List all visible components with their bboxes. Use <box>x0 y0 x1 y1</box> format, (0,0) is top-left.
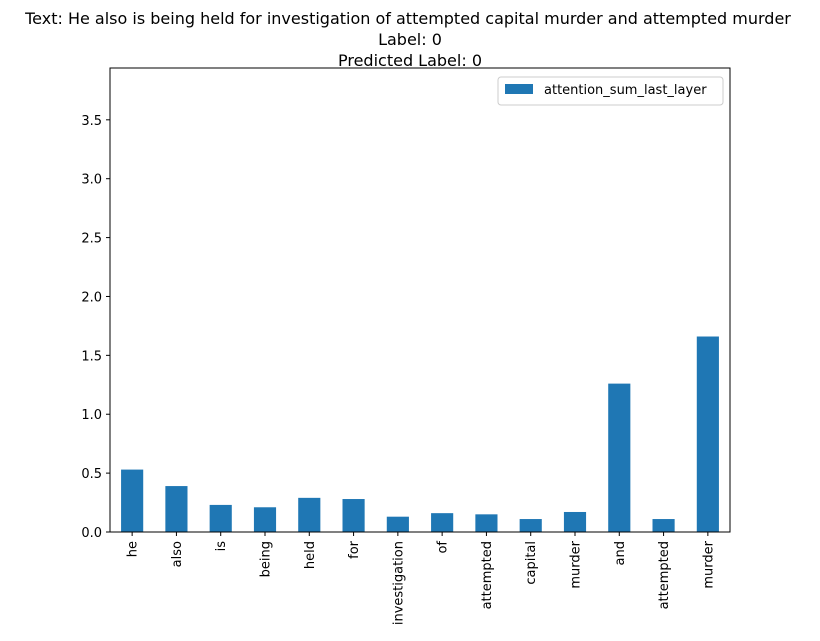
x-axis: he also is being held for investigation of attem… <box>126 532 716 625</box>
bar-murder <box>563 511 587 532</box>
x-tick-label-investigation: investigation <box>391 541 406 625</box>
y-tick-label: 0.5 <box>81 467 102 482</box>
predicted-label-text-line: Predicted Label: 0 <box>338 51 482 70</box>
plot-frame <box>109 67 731 533</box>
bar-being <box>253 507 277 532</box>
bar-capital <box>519 519 542 532</box>
y-tick-label: 2.0 <box>81 290 102 305</box>
y-tick-label: 1.5 <box>81 349 102 364</box>
title-text-line: Text: He also is being held for investig… <box>24 9 791 28</box>
x-tick-label-of: of <box>436 541 451 554</box>
chart-title: Text: He also is being held for investig… <box>24 9 791 70</box>
y-tick-label: 1.0 <box>81 408 102 423</box>
bar-attempted <box>475 514 498 532</box>
bar-he <box>121 469 144 532</box>
bars-group <box>121 336 719 532</box>
bar-is <box>209 504 232 532</box>
x-tick-label-held: held <box>303 541 318 569</box>
y-tick-label: 3.0 <box>81 173 102 188</box>
bar-also <box>165 486 188 532</box>
bar-held <box>298 497 321 532</box>
x-tick-label-being: being <box>259 541 274 577</box>
legend-label: attention_sum_last_layer <box>544 83 707 98</box>
x-tick-label-murder: murder <box>569 540 584 588</box>
bar-and <box>608 383 631 532</box>
legend: attention_sum_last_layer <box>497 76 724 106</box>
x-tick-label-is: is <box>214 541 229 552</box>
x-tick-label-attempted: attempted <box>657 541 672 609</box>
x-tick-label-he: he <box>126 541 141 557</box>
bar-investigation <box>386 516 409 532</box>
bar-for <box>342 499 365 532</box>
label-text-line: Label: 0 <box>378 30 442 49</box>
bar-of <box>431 513 454 532</box>
bar-murder <box>696 336 719 532</box>
legend-swatch <box>505 84 533 94</box>
bar-attempted <box>652 519 675 532</box>
x-tick-label-and: and <box>613 541 628 565</box>
x-tick-label-attempted: attempted <box>480 541 495 609</box>
y-tick-label: 2.5 <box>81 232 102 247</box>
y-tick-label: 0.0 <box>81 526 102 541</box>
x-tick-label-for: for <box>347 540 362 559</box>
x-tick-label-also: also <box>170 541 185 567</box>
legend-box <box>497 76 724 106</box>
x-tick-label-murder: murder <box>701 540 716 588</box>
x-tick-label-capital: capital <box>524 541 539 585</box>
y-axis: 0.0 0.5 1.0 1.5 2.0 2.5 3.0 3.5 <box>81 114 110 541</box>
y-tick-label: 3.5 <box>81 114 102 129</box>
